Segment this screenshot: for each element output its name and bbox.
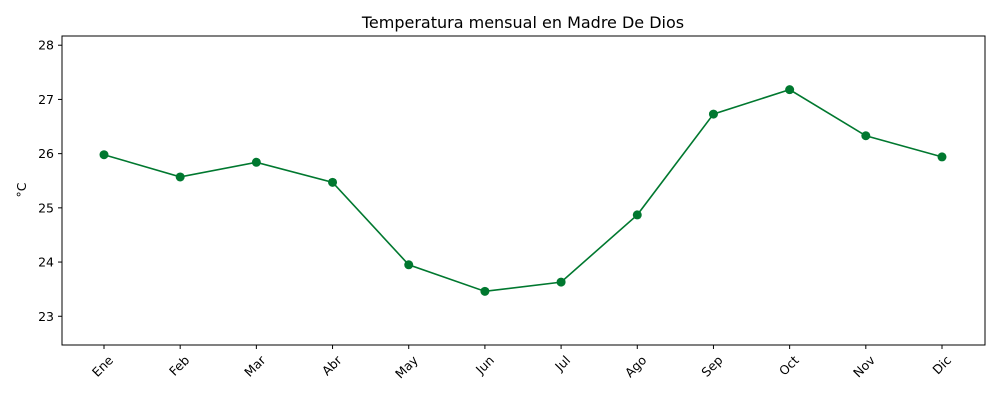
y-tick-label: 25 xyxy=(38,200,54,215)
x-tick-label: Feb xyxy=(166,352,192,378)
plot-area xyxy=(61,35,986,346)
data-point-mar xyxy=(251,157,261,167)
y-tick-label: 28 xyxy=(38,38,54,53)
y-tick-label: 27 xyxy=(38,92,54,107)
data-point-ago xyxy=(632,210,642,220)
data-point-sep xyxy=(708,109,718,119)
data-point-dic xyxy=(937,152,947,162)
chart-title: Temperatura mensual en Madre De Dios xyxy=(361,13,684,32)
data-point-ene xyxy=(99,150,109,160)
data-point-oct xyxy=(785,85,795,95)
x-tick-label: Dic xyxy=(929,352,954,377)
x-tick-label: Ago xyxy=(622,353,650,381)
x-tick-label: Sep xyxy=(698,352,725,379)
series-line xyxy=(103,88,943,293)
data-point-jun xyxy=(480,286,490,296)
x-tick-label: Oct xyxy=(776,352,802,378)
y-tick-label: 23 xyxy=(38,309,54,324)
data-point-feb xyxy=(175,172,185,182)
y-axis: 23 24 25 26 27 28 xyxy=(38,38,62,324)
x-tick-label: Ene xyxy=(89,352,116,379)
x-axis: Ene Feb Mar Abr May Jun Jul Ago Sep Oct Nov Dic xyxy=(89,345,954,381)
y-axis-label: °C xyxy=(14,182,29,197)
data-point-jul xyxy=(556,277,566,287)
y-tick-label: 24 xyxy=(38,255,54,270)
data-point-nov xyxy=(861,131,871,141)
x-tick-label: Jun xyxy=(472,353,497,378)
data-point-abr xyxy=(328,177,338,187)
x-tick-label: Abr xyxy=(319,352,346,379)
x-tick-label: Mar xyxy=(241,352,269,380)
series-group xyxy=(99,85,947,296)
x-tick-label: Jul xyxy=(551,353,573,375)
x-tick-label: May xyxy=(392,352,421,381)
y-tick-label: 26 xyxy=(38,146,54,161)
data-point-may xyxy=(404,260,414,270)
x-tick-label: Nov xyxy=(850,352,878,380)
